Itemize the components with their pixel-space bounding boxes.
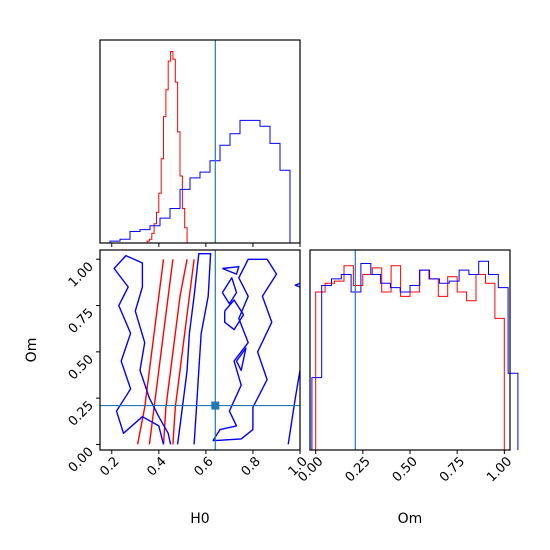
x-tick-label: 0.6 [191,454,216,479]
contour-line-blue [176,253,212,445]
y-axis-label-om: Om [24,338,40,363]
contour-line-red [148,259,174,445]
contour-line-blue [235,347,247,372]
contour-line-red [162,259,188,445]
histogram-series-red [315,265,505,450]
axis-labels: H0 Om Om [24,338,422,527]
y-tick-label: 0.50 [66,352,97,383]
histogram-series-blue [100,119,300,244]
y-tick-label: 1.00 [66,259,97,290]
x-tick-label: 0.25 [343,454,374,485]
histogram-series-red [100,51,190,244]
truth-marker [211,401,220,410]
contour-line-blue [294,282,300,288]
h0-hist-frame [99,39,301,244]
x-tick-label: 0.75 [437,454,468,485]
x-tick-label: 0.4 [144,454,169,479]
x-tick-label: 0.2 [97,454,122,479]
h0-marginal-histogram [99,39,301,247]
contour-line-blue [212,258,278,442]
contour-group [113,253,300,445]
contour-line-blue [113,254,172,445]
contour-line-blue [224,299,245,331]
histogram-series-blue [311,260,519,450]
contour-line-blue [222,266,240,275]
h0-om-joint-contour: 0.2 0.4 0.6 0.8 1.00.000.250.500.751.00 [66,249,311,479]
contour-line-red [172,259,195,445]
y-tick-label: 0.75 [66,306,97,337]
x-tick-label: 1.00 [484,454,515,485]
contour-line-blue [221,277,238,305]
x-tick-label: 0.50 [390,454,421,485]
contour-line-blue [287,370,300,445]
x-tick-label: 0.8 [239,454,264,479]
om-hist-frame [309,249,511,451]
om-marginal-histogram: 0.00 0.25 0.50 0.75 1.00 [295,249,519,485]
x-axis-label-om: Om [398,511,423,527]
x-axis-label-h0: H0 [190,511,209,527]
y-tick-label: 0.25 [66,398,97,429]
joint-frame [99,249,301,451]
y-tick-label: 0.00 [66,445,97,476]
contour-line-red [136,259,165,445]
